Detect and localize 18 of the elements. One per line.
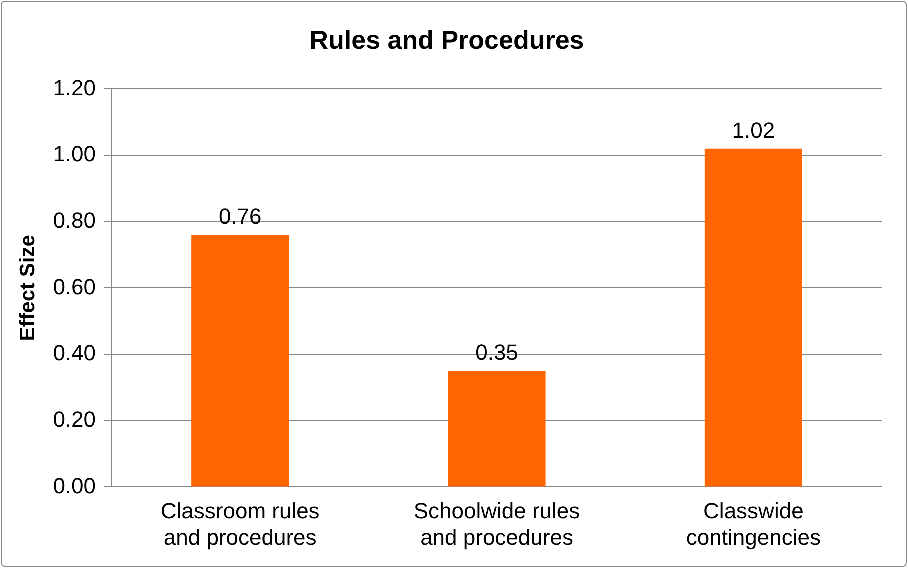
x-tick-label: Classroom rules and procedures — [160, 498, 320, 550]
data-label: 1.02 — [732, 118, 776, 143]
y-tick-label: 1.20 — [53, 75, 96, 100]
chart-title: Rules and Procedures — [310, 24, 584, 55]
y-tick-label: 1.00 — [53, 142, 96, 167]
bar — [192, 235, 290, 487]
y-tick-label: 0.00 — [53, 473, 96, 498]
y-axis-title: Effect Size — [16, 235, 40, 342]
bar — [704, 148, 802, 487]
y-tick-label: 0.80 — [53, 208, 96, 233]
bar — [448, 371, 546, 487]
y-tick-label: 0.60 — [53, 274, 96, 300]
x-tick-label: Classwide contingencies — [686, 498, 821, 550]
x-tick-label: Schoolwide rules and procedures — [414, 498, 580, 550]
y-tick-label: 0.20 — [53, 406, 96, 432]
data-label: 0.76 — [218, 204, 262, 230]
y-tick-label: 0.40 — [53, 340, 96, 366]
data-label: 0.35 — [476, 340, 518, 366]
